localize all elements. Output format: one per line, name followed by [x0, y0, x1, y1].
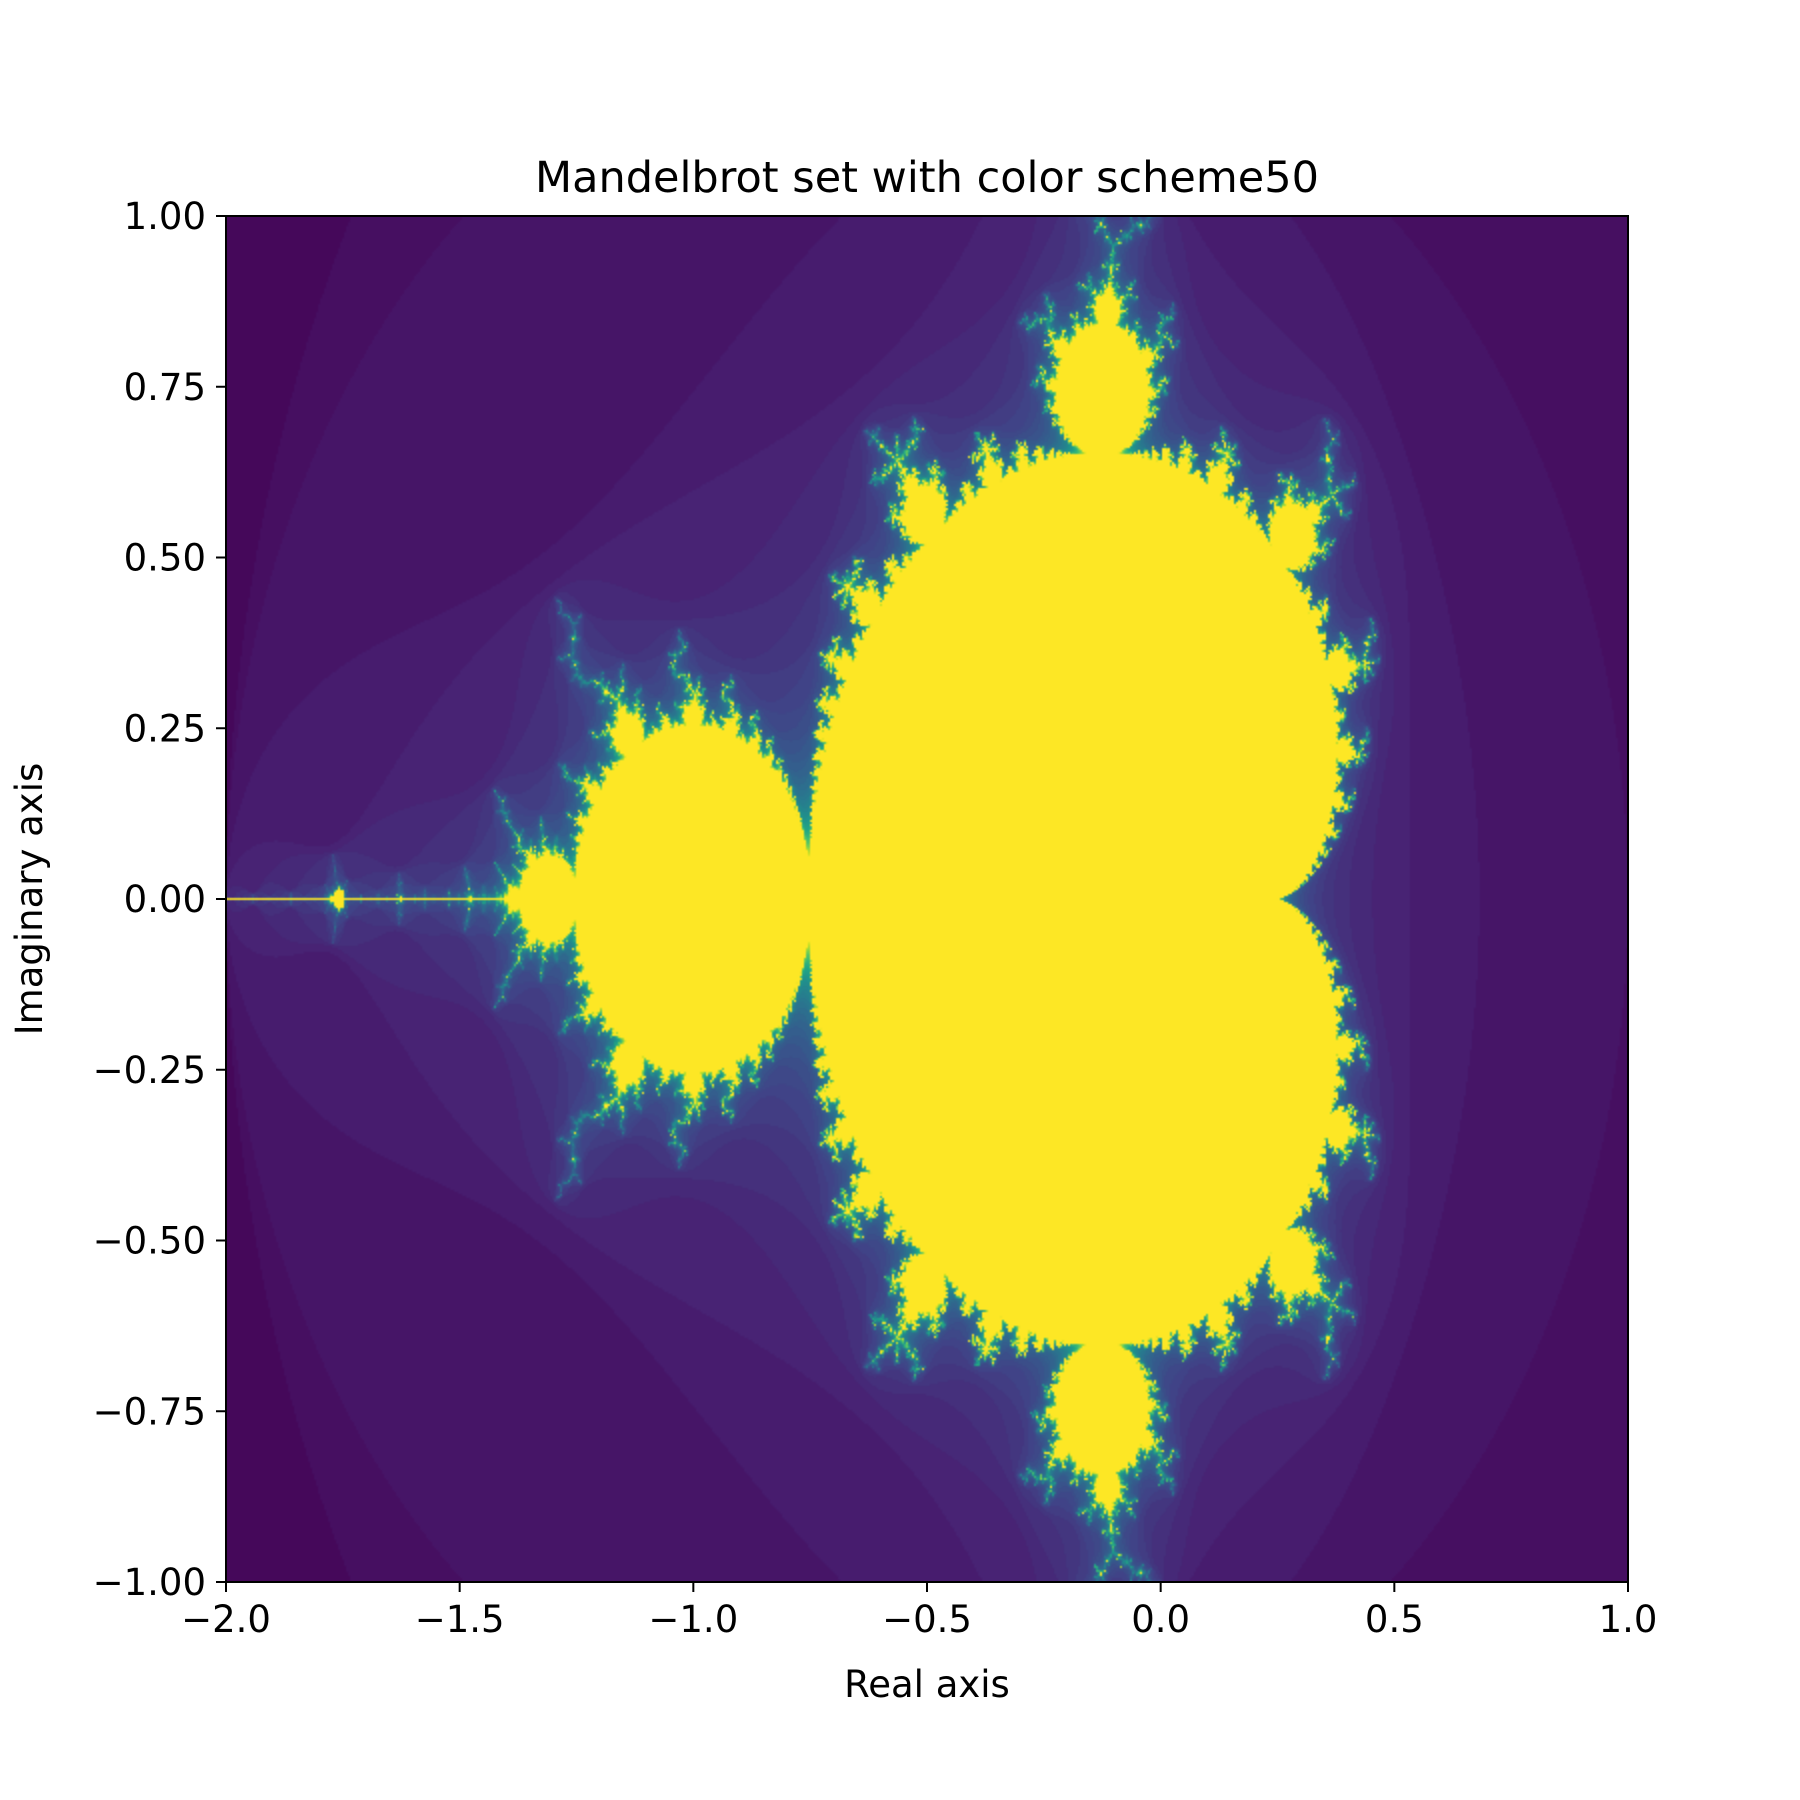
x-axis: −2.0 −1.5 −1.0 −0.5 0.0 0.5 1.0	[181, 1582, 1657, 1641]
y-tick-label: −0.50	[93, 1220, 206, 1263]
x-tick-label: −2.0	[181, 1598, 271, 1641]
y-tick-label: 0.50	[124, 537, 206, 580]
plot-area	[225, 215, 1629, 1583]
x-tick-label: 1.0	[1599, 1598, 1658, 1641]
y-axis: 1.00 0.75 0.50 0.25 0.00 −0.25 −0.50 −0.75 −1.00	[93, 195, 226, 1604]
x-tick-label: −1.0	[648, 1598, 738, 1641]
mandelbrot-heatmap	[226, 216, 1628, 1582]
x-axis-label: Real axis	[844, 1663, 1010, 1706]
y-tick-label: 0.00	[124, 878, 206, 921]
y-tick-label: 0.75	[124, 366, 206, 409]
y-tick-label: −0.75	[93, 1390, 206, 1433]
y-tick-label: −0.25	[93, 1049, 206, 1092]
y-tick-label: 1.00	[124, 195, 206, 238]
x-tick-label: 0.0	[1131, 1598, 1190, 1641]
y-axis-label: Imaginary axis	[8, 763, 51, 1036]
y-tick-label: −1.00	[93, 1561, 206, 1604]
chart-title: Mandelbrot set with color scheme50	[535, 153, 1319, 203]
y-tick-label: 0.25	[124, 707, 206, 750]
x-tick-label: 0.5	[1365, 1598, 1424, 1641]
x-tick-label: −0.5	[882, 1598, 972, 1641]
x-tick-label: −1.5	[415, 1598, 505, 1641]
